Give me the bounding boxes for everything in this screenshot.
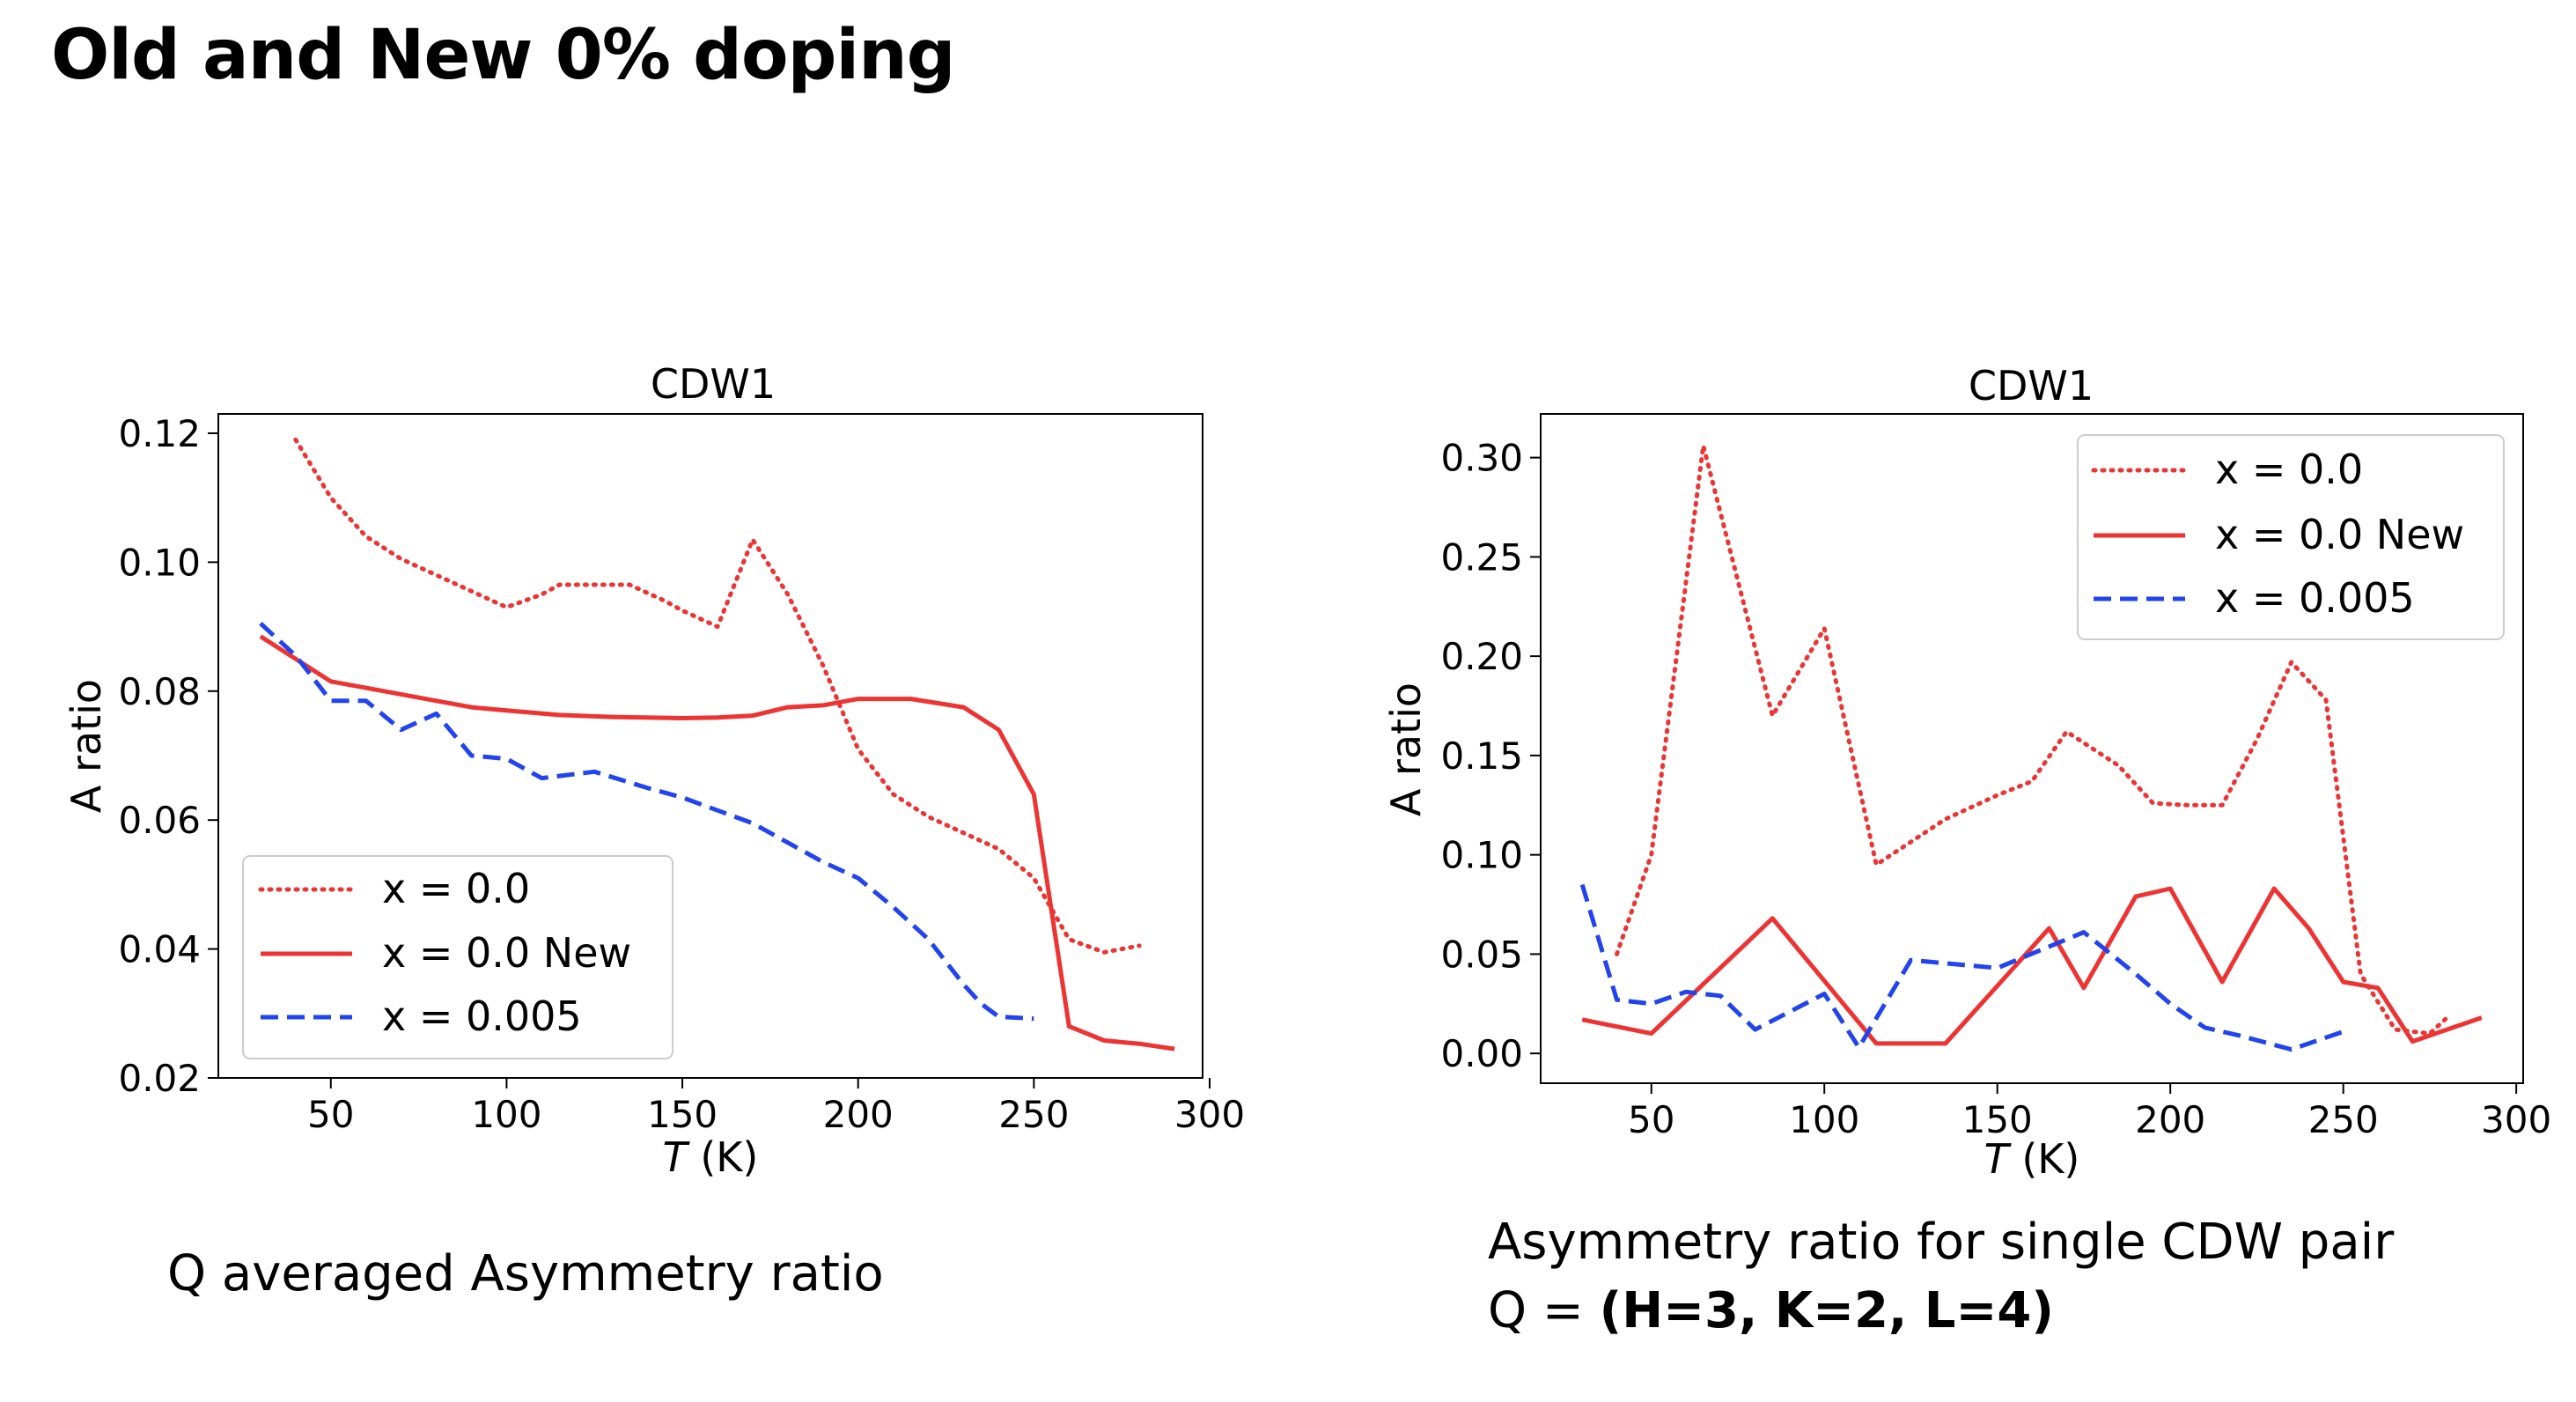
chart-left-series-solid-line [259,634,1175,1052]
chart-right-y-label: A ratio [1382,683,1430,816]
chart-left-x-label-unit: (K) [688,1133,759,1181]
chart-right-x-tick-label: 150 [1962,1098,2033,1141]
chart-left-y-label: A ratio [63,679,110,813]
chart-right-x-tick-label: 250 [2308,1098,2379,1141]
chart-right-y-tick-label: 0.30 [1440,437,1523,480]
chart-right: CDW1 0.00 0.05 0.10 0.15 0.20 0.25 0.30 50 100 1… [1382,362,2551,1183]
chart-right-x-label: T (K) [1984,1135,2080,1183]
chart-left-x-tick-label: 50 [307,1093,354,1136]
chart-right-y-tick-label: 0.10 [1440,834,1523,877]
chart-right-y-axis: 0.00 0.05 0.10 0.15 0.20 0.25 0.30 [1440,437,1541,1075]
chart-left-x-tick-label: 150 [647,1093,718,1136]
chart-right-x-tick-label: 100 [1789,1098,1859,1141]
chart-right-y-tick-label: 0.20 [1440,635,1523,678]
chart-left-x-tick-label: 300 [1174,1093,1245,1136]
chart-left-legend-label-2: x = 0.0 New [382,929,631,977]
caption-right: Asymmetry ratio for single CDW pair Q = … [1488,1208,2394,1346]
chart-right-y-tick-label: 0.05 [1440,933,1523,976]
chart-left-y-tick-label: 0.04 [118,928,201,971]
chart-left-y-tick-label: 0.06 [118,799,201,842]
chart-right-y-tick-label: 0.00 [1440,1032,1523,1075]
chart-right-x-tick-label: 50 [1628,1098,1674,1141]
chart-left-series-dotted-line [293,437,1142,955]
chart-left-frame [217,413,1203,1079]
chart-left-x-tick-label: 250 [998,1093,1069,1136]
caption-right-line2: Q = (H=3, K=2, L=4) [1488,1277,2394,1346]
chart-right-legend-label-1: x = 0.0 [2215,446,2363,493]
chart-right-legend-label-3: x = 0.005 [2215,574,2415,622]
chart-right-frame [1540,413,2524,1084]
chart-left-x-label-symbol: T [663,1133,691,1181]
chart-right-series-dotted-line [1615,443,2449,1037]
chart-right-x-axis: 50 100 150 200 250 300 [1628,1083,2551,1141]
caption-right-q-value: (H=3, K=2, L=4) [1599,1282,2054,1339]
chart-right-x-label-symbol: T [1984,1135,2013,1183]
chart-right-x-tick-label: 200 [2135,1098,2205,1141]
chart-left-y-tick-label: 0.10 [118,541,201,584]
chart-right-legend: x = 0.0 x = 0.0 New x = 0.005 [2077,434,2505,640]
chart-right-legend-box [2077,434,2505,640]
caption-right-line1: Asymmetry ratio for single CDW pair [1488,1214,2395,1271]
chart-left-legend: x = 0.0 x = 0.0 New x = 0.005 [242,855,673,1059]
chart-left-y-tick-label: 0.02 [118,1057,201,1100]
caption-right-q-prefix: Q = [1488,1282,1600,1339]
chart-left-legend-label-3: x = 0.005 [382,992,582,1040]
chart-right-legend-label-2: x = 0.0 New [2215,511,2464,558]
chart-right-series [1579,443,2483,1052]
chart-left: CDW1 0.02 0.04 0.06 0.08 0.10 0.12 50 100 150 20… [63,360,1245,1181]
chart-left-legend-label-1: x = 0.0 [382,865,530,912]
chart-right-title: CDW1 [1969,362,2094,410]
chart-left-y-axis: 0.02 0.04 0.06 0.08 0.10 0.12 [118,412,218,1100]
chart-right-y-tick-label: 0.25 [1440,535,1523,579]
caption-left: Q averaged Asymmetry ratio [167,1245,884,1302]
chart-left-y-tick-label: 0.12 [118,412,201,455]
chart-left-y-tick-label: 0.08 [118,670,201,713]
chart-left-title: CDW1 [651,360,776,408]
chart-left-x-tick-label: 200 [823,1093,894,1136]
chart-left-x-axis: 50 100 150 200 250 300 [307,1078,1245,1136]
chart-right-x-tick-label: 300 [2481,1098,2551,1141]
chart-right-series-dashed-line [1579,883,2344,1052]
chart-left-x-label: T (K) [663,1133,759,1181]
chart-left-legend-box [242,855,673,1059]
chart-left-series-dashed-line [259,622,1034,1022]
chart-left-x-tick-label: 100 [471,1093,541,1136]
chart-right-x-label-unit: (K) [2009,1135,2080,1183]
chart-right-series-solid-line [1581,886,2483,1046]
chart-left-series [259,437,1175,1052]
slide-title: Old and New 0% doping [51,16,956,95]
chart-right-y-tick-label: 0.15 [1440,734,1523,778]
